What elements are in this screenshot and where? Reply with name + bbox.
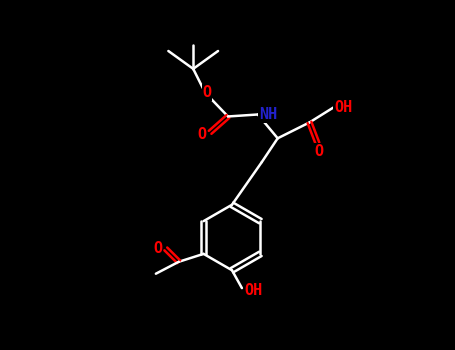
Text: O: O (153, 241, 162, 257)
Text: NH: NH (258, 107, 277, 122)
Text: O: O (315, 144, 324, 159)
Text: O: O (197, 127, 207, 142)
Text: O: O (202, 85, 212, 100)
Text: OH: OH (334, 100, 353, 115)
Text: OH: OH (245, 282, 263, 298)
